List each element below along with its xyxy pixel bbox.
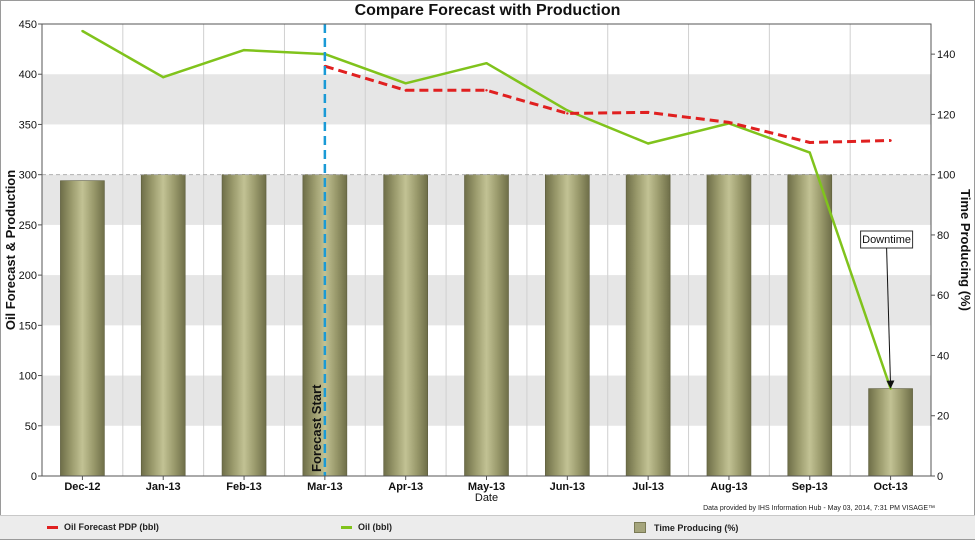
line-oil-forecast [324,64,891,144]
point-oil-Feb-13 [242,48,246,52]
point-forecast-May-13 [485,89,488,92]
legend-item-oil: Oil (bbl) [341,522,392,532]
tick-label-x: Jul-13 [632,481,664,493]
legend-label-time: Time Producing (%) [654,522,739,533]
y-axis-title-right: Time Producing (%) [958,189,973,311]
point-oil-Sep-13 [808,151,811,154]
tick-label-right: 60 [937,290,949,302]
point-oil-Dec-12 [81,29,84,33]
tick-label-x: Sep-13 [792,481,828,493]
point-forecast-Oct-13 [889,139,892,142]
bar-Sep-13 [787,174,833,477]
forecast-start-label: Forecast Start [309,384,324,472]
point-forecast-Apr-13 [404,89,407,92]
chart-title: Compare Forecast with Production [354,2,621,19]
legend-swatch-time [634,522,646,533]
tick-label-left: 200 [19,270,37,282]
tick-label-x: Aug-13 [710,481,747,493]
y-axis-title-left: Oil Forecast & Production [3,170,18,330]
annotations: Forecast Start Downtime [309,24,914,476]
grid-band [42,74,931,125]
legend-item-forecast: Oil Forecast PDP (bbl) [47,522,159,532]
tick-label-x: Oct-13 [873,481,907,493]
bar-series [42,174,931,477]
tick-label-right: 0 [937,471,943,483]
tick-label-left: 0 [31,471,37,483]
bar-Aug-13 [706,174,752,477]
tick-label-left: 400 [19,69,37,81]
bar-Jul-13 [625,174,671,477]
axes: 0 50 100 150 200 250 300 350 400 450 0 20 40 60 80 100 1… [3,19,973,504]
line-series [81,29,892,390]
tick-label-x: Feb-13 [226,481,261,493]
point-oil-Jan-13 [162,76,165,79]
legend-label-oil: Oil (bbl) [358,522,392,532]
downtime-arrow [886,247,895,389]
tick-label-x: Mar-13 [307,481,342,493]
tick-label-right: 140 [937,49,955,61]
legend: Oil Forecast PDP (bbl) Oil (bbl) Time Pr… [0,515,975,539]
bar-May-13 [464,174,509,477]
legend-swatch-forecast [47,525,58,529]
tick-label-x: Apr-13 [388,481,423,493]
point-oil-May-13 [485,61,488,65]
tick-label-right: 20 [937,411,949,423]
bar-Jan-13 [140,174,186,477]
bar-Apr-13 [383,174,428,477]
point-oil-Apr-13 [404,82,407,85]
point-oil-Oct-13 [889,387,892,390]
bar-Dec-12 [60,180,105,477]
legend-swatch-oil [341,525,352,529]
tick-label-left: 100 [19,371,37,383]
tick-label-right: 100 [937,170,955,182]
bar-Jun-13 [545,174,590,477]
tick-label-x: Dec-12 [64,481,100,493]
bar-Oct-13 [868,388,913,477]
bar-Feb-13 [221,174,267,477]
point-oil-Jul-13 [646,142,650,145]
point-forecast-Jun-13 [566,112,569,115]
tick-label-left: 50 [25,421,37,433]
tick-label-left: 350 [19,119,37,131]
tick-label-x: Jun-13 [550,481,585,493]
tick-label-x: May-13 [468,481,505,493]
tick-label-left: 300 [19,170,37,182]
tick-label-x: Jan-13 [146,481,181,493]
tick-label-right: 120 [937,109,955,121]
tick-label-right: 40 [937,350,949,362]
point-forecast-Aug-13 [727,121,731,124]
point-forecast-Sep-13 [808,141,811,144]
tick-label-left: 150 [19,320,37,332]
x-axis-title: Date [475,492,498,504]
point-forecast-Jul-13 [646,111,650,114]
data-credit: Data provided by IHS Information Hub - M… [703,505,935,512]
downtime-label: Downtime [862,234,911,246]
tick-label-left: 450 [19,19,37,31]
legend-item-time: Time Producing (%) [634,522,738,533]
tick-label-right: 80 [937,230,949,242]
tick-label-left: 250 [19,220,37,232]
point-oil-Jun-13 [566,109,569,112]
legend-label-forecast: Oil Forecast PDP (bbl) [64,522,159,532]
